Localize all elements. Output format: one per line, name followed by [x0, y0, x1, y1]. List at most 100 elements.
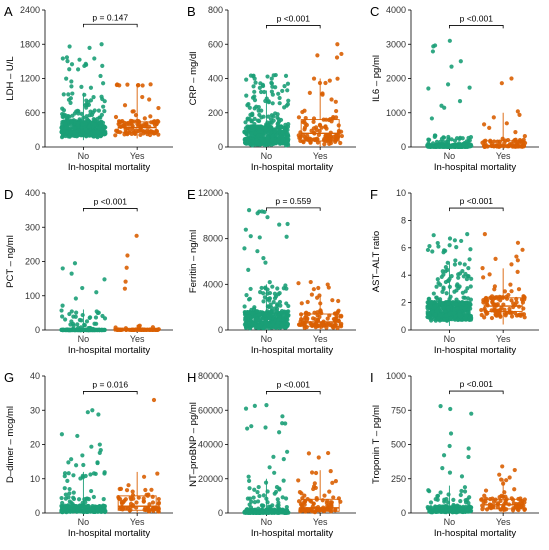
data-point — [77, 117, 82, 122]
data-point — [522, 507, 527, 512]
data-point — [263, 320, 268, 325]
data-point — [428, 500, 434, 505]
y-tick-label: 1000 — [386, 108, 406, 118]
data-point — [454, 297, 459, 302]
data-point — [266, 130, 271, 135]
data-point — [329, 97, 334, 102]
data-point — [261, 114, 266, 119]
data-point — [336, 123, 341, 128]
data-point — [280, 317, 285, 322]
series-no — [59, 408, 108, 515]
significance-bracket — [83, 23, 138, 28]
data-point — [431, 291, 436, 296]
data-point — [130, 489, 135, 494]
p-value-label: p <0.001 — [277, 13, 311, 23]
data-point — [435, 277, 440, 282]
data-point — [483, 488, 489, 493]
data-point — [514, 296, 519, 302]
data-point — [251, 307, 256, 312]
box — [117, 495, 157, 511]
y-tick-label: 0 — [218, 142, 223, 152]
data-point — [250, 139, 256, 144]
data-point — [296, 499, 302, 504]
data-point — [60, 121, 65, 127]
data-point — [452, 307, 457, 312]
data-point — [116, 121, 121, 127]
data-point — [147, 97, 152, 102]
data-point — [282, 84, 287, 89]
data-point — [504, 497, 509, 502]
data-point — [449, 273, 454, 279]
data-point — [247, 486, 252, 491]
data-point — [269, 76, 274, 81]
data-point — [325, 316, 330, 321]
data-point — [252, 121, 257, 127]
data-point — [429, 509, 434, 514]
data-point — [501, 144, 507, 149]
data-point — [145, 128, 150, 133]
data-point — [446, 142, 451, 147]
data-point — [252, 130, 257, 135]
data-point — [460, 136, 465, 141]
data-point — [283, 283, 288, 288]
data-point — [66, 460, 71, 465]
data-point — [311, 76, 317, 81]
data-point — [453, 258, 458, 263]
data-point — [499, 81, 504, 86]
data-point — [339, 133, 344, 139]
data-point — [464, 300, 469, 306]
data-point — [315, 140, 320, 145]
data-point — [283, 496, 289, 501]
data-point — [70, 503, 75, 508]
data-point — [255, 309, 260, 314]
p-value-label: p <0.001 — [460, 13, 494, 23]
data-point — [464, 144, 469, 149]
data-point — [257, 118, 262, 124]
data-point — [484, 302, 490, 307]
data-point — [63, 317, 68, 322]
data-point — [283, 73, 289, 78]
data-point — [285, 124, 291, 129]
data-point — [77, 57, 82, 62]
data-point — [262, 312, 267, 318]
data-point — [331, 495, 336, 500]
data-point — [125, 506, 131, 511]
data-point — [277, 299, 283, 305]
data-point — [124, 327, 129, 333]
data-point — [339, 313, 344, 318]
data-point — [86, 99, 91, 105]
data-point — [330, 480, 335, 485]
data-point — [444, 496, 449, 502]
data-point — [428, 304, 434, 309]
data-point — [277, 290, 282, 296]
data-point — [322, 142, 327, 147]
data-point — [434, 309, 440, 314]
data-point — [271, 73, 276, 78]
data-point — [449, 64, 454, 69]
data-point — [96, 108, 101, 113]
data-point — [79, 84, 84, 89]
data-point — [247, 321, 252, 326]
data-point — [83, 127, 88, 132]
data-point — [155, 506, 160, 511]
data-point — [147, 124, 152, 129]
data-point — [259, 285, 264, 291]
data-point — [103, 125, 108, 130]
data-point — [320, 91, 325, 96]
data-point — [246, 267, 251, 272]
data-point — [81, 115, 86, 120]
data-point — [325, 282, 330, 287]
data-point — [134, 500, 139, 505]
data-point — [69, 309, 74, 314]
series-no — [242, 208, 291, 331]
data-point — [243, 227, 248, 232]
data-point — [96, 412, 101, 417]
data-point — [149, 487, 154, 492]
data-point — [63, 327, 68, 333]
data-point — [494, 313, 499, 318]
data-point — [139, 124, 144, 130]
data-point — [67, 67, 72, 72]
data-point — [502, 307, 507, 312]
data-point — [297, 490, 303, 495]
data-point — [59, 125, 64, 130]
